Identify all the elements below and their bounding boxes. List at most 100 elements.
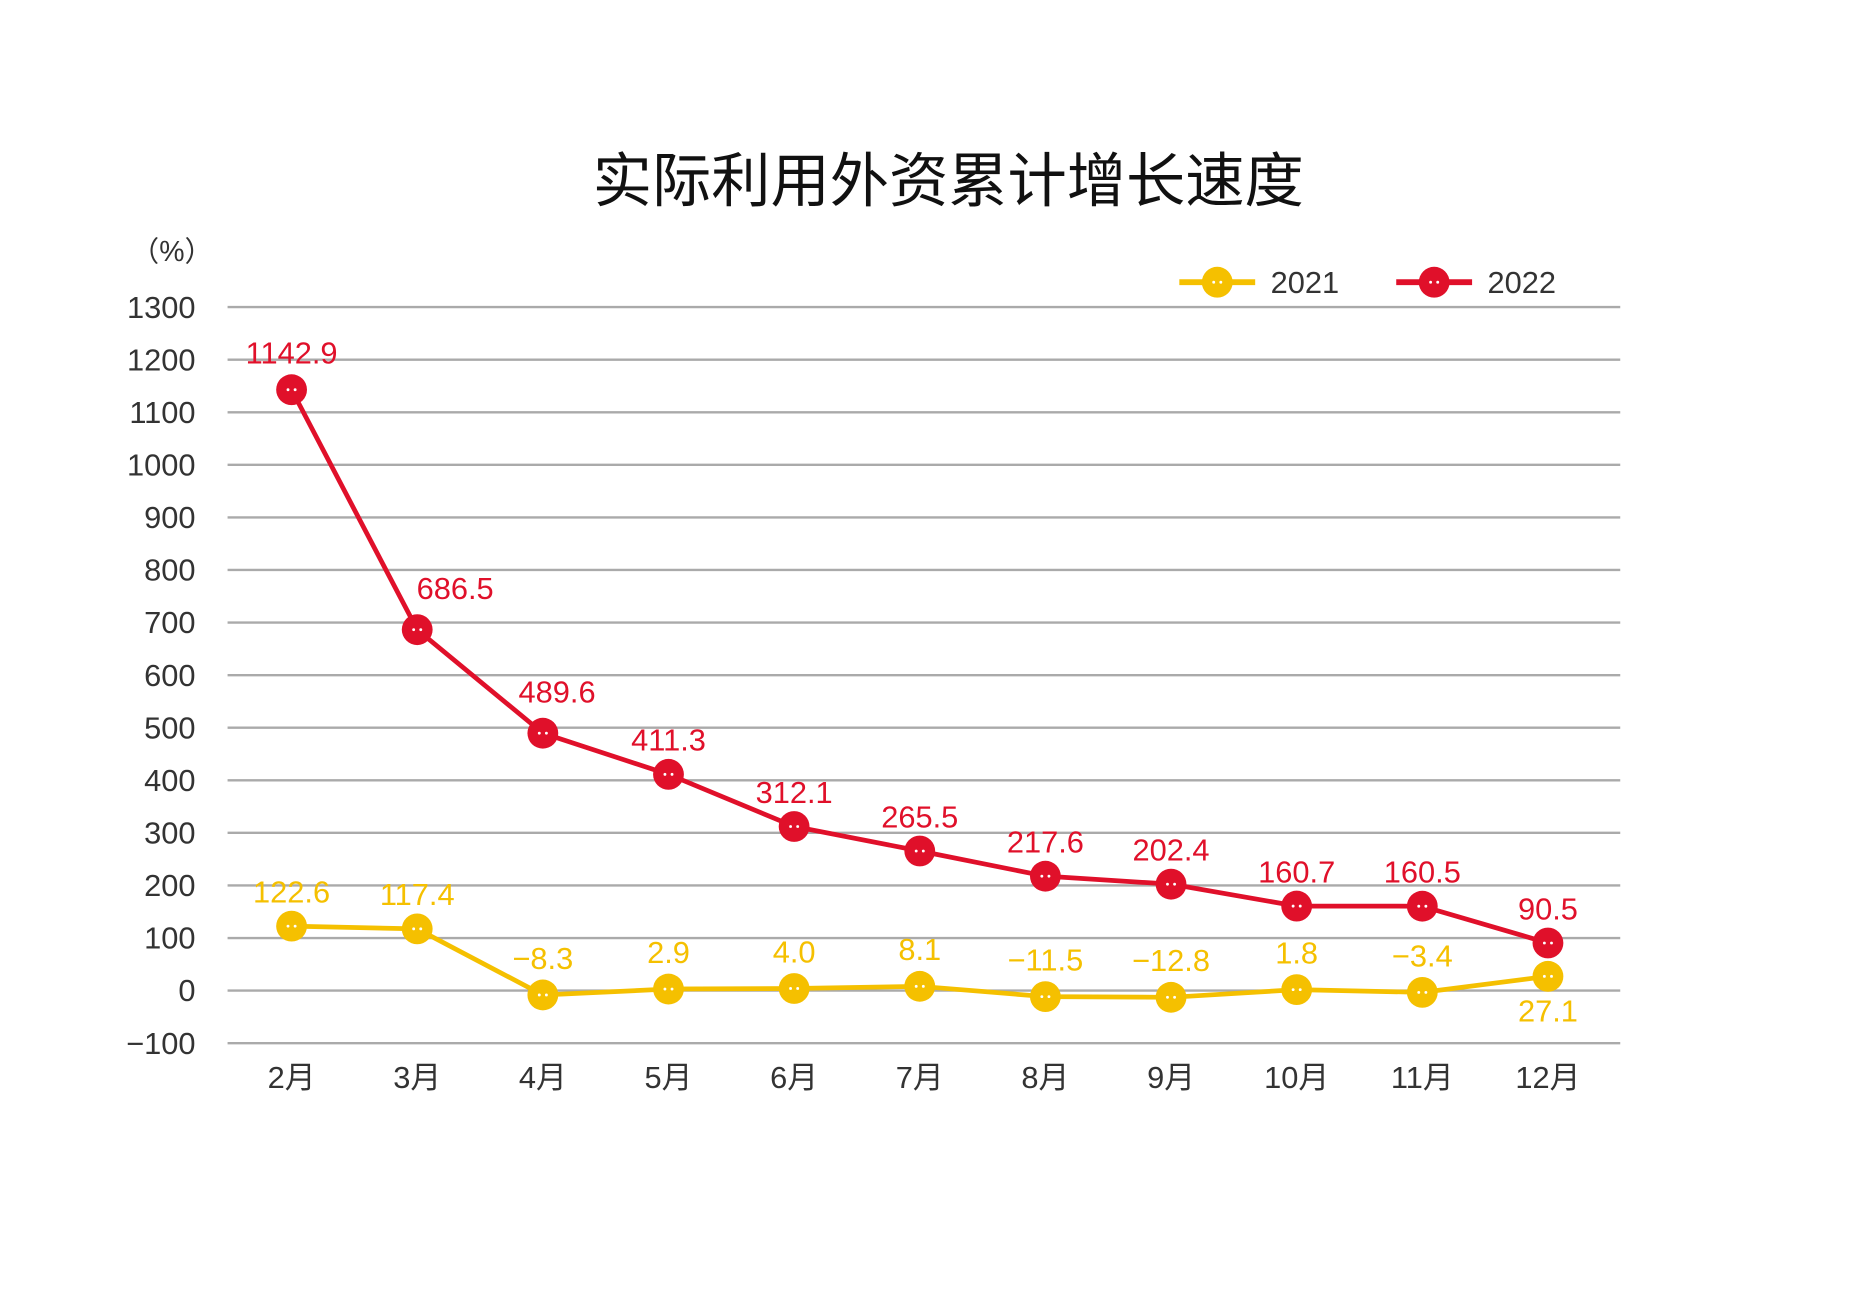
x-tick-label: 2月 [268, 1060, 316, 1095]
marker-dot [401, 913, 433, 945]
marker-highlight [921, 984, 925, 988]
data-label-2021: 2.9 [647, 935, 690, 970]
data-point-2021 [1532, 960, 1564, 992]
y-axis-unit: （%） [131, 236, 213, 268]
marker-highlight [1424, 990, 1428, 994]
data-point-2021 [904, 970, 936, 1002]
data-point-2021 [778, 973, 810, 1004]
marker-highlight [1040, 874, 1044, 878]
marker-highlight [412, 927, 416, 931]
marker-highlight [789, 825, 792, 828]
y-tick-label: 1100 [129, 395, 195, 430]
data-label-2022: 160.7 [1258, 854, 1335, 889]
marker-dot [1532, 927, 1564, 959]
marker-highlight [419, 628, 423, 632]
marker-dot [1029, 860, 1061, 892]
marker-highlight [293, 924, 297, 928]
marker-highlight [914, 849, 918, 853]
marker-highlight [1166, 995, 1169, 999]
x-tick-label: 7月 [896, 1060, 944, 1095]
data-point-2022 [1406, 890, 1438, 922]
data-label-2021: 8.1 [898, 932, 941, 967]
x-tick-label: 10月 [1264, 1060, 1329, 1095]
marker-highlight [1542, 974, 1546, 978]
data-point-2021 [276, 910, 307, 942]
marker-dot [527, 979, 559, 1011]
marker-highlight [914, 984, 918, 988]
x-tick-label: 6月 [770, 1060, 818, 1095]
marker-highlight [293, 388, 297, 392]
marker-highlight [796, 825, 800, 828]
legend-label-2022: 2022 [1487, 265, 1556, 300]
data-point-2022 [1532, 927, 1564, 959]
marker-dot [1281, 974, 1313, 1006]
x-tick-label: 4月 [519, 1060, 567, 1095]
data-point-2022 [1281, 890, 1313, 922]
data-label-2021: −12.8 [1132, 943, 1210, 978]
marker-highlight [1040, 995, 1044, 999]
marker-highlight [796, 987, 800, 990]
data-point-2022 [1155, 868, 1187, 900]
marker-highlight [537, 993, 541, 997]
chart-title: 实际利用外资累计增长速度 [593, 147, 1304, 216]
marker-highlight [1298, 904, 1302, 908]
marker-dot [778, 811, 810, 842]
marker-dot [904, 835, 936, 867]
marker-highlight [789, 987, 792, 990]
marker-highlight [1436, 280, 1440, 284]
marker-dot [653, 973, 684, 1005]
data-label-2022: 160.5 [1384, 854, 1461, 889]
marker-highlight [412, 628, 416, 632]
data-point-2021 [1155, 981, 1187, 1013]
x-tick-label: 8月 [1021, 1060, 1069, 1095]
data-label-2021: −3.4 [1392, 938, 1453, 973]
marker-dot [653, 758, 684, 790]
x-tick-label: 5月 [645, 1060, 693, 1095]
data-label-2022: 312.1 [756, 775, 833, 810]
data-point-2022 [527, 717, 559, 749]
marker-dot [276, 910, 307, 942]
data-label-2021: 4.0 [773, 934, 816, 969]
marker-highlight [419, 927, 423, 931]
marker-dot [1029, 981, 1061, 1013]
marker-highlight [1417, 990, 1421, 994]
marker-dot [904, 970, 936, 1002]
data-label-2022: 686.5 [417, 571, 494, 606]
marker-dot [401, 614, 433, 646]
marker-highlight [663, 987, 667, 991]
marker-dot [778, 973, 810, 1004]
y-tick-label: 0 [178, 973, 195, 1008]
marker-highlight [921, 849, 925, 853]
marker-highlight [1166, 882, 1169, 886]
data-point-2022 [401, 614, 433, 646]
marker-highlight [670, 987, 674, 991]
marker-highlight [544, 993, 548, 997]
data-label-2021: −11.5 [1008, 943, 1084, 978]
data-point-2022 [904, 835, 936, 867]
marker-dot [1201, 266, 1233, 298]
marker-highlight [1219, 280, 1223, 284]
data-label-2021: 122.6 [253, 874, 330, 909]
marker-highlight [1424, 904, 1428, 908]
marker-highlight [1291, 988, 1295, 992]
marker-highlight [1212, 280, 1216, 284]
marker-highlight [286, 924, 290, 928]
x-tick-label: 11月 [1391, 1060, 1454, 1095]
y-tick-label: 1200 [127, 342, 196, 377]
y-tick-label: 100 [144, 921, 195, 956]
data-label-2022: 217.6 [1007, 824, 1084, 859]
x-tick-label: 3月 [393, 1060, 441, 1095]
marker-highlight [544, 731, 548, 735]
marker-dot [1418, 266, 1450, 298]
marker-highlight [670, 772, 674, 776]
marker-highlight [1047, 995, 1051, 999]
x-tick-label: 12月 [1515, 1060, 1580, 1095]
marker-highlight [286, 388, 290, 392]
data-label-2021: 117.4 [380, 877, 455, 912]
y-tick-label: 500 [144, 710, 195, 745]
data-label-2021: 1.8 [1275, 936, 1318, 971]
marker-dot [1532, 960, 1564, 992]
data-point-2022 [1029, 860, 1061, 892]
marker-highlight [537, 731, 541, 735]
